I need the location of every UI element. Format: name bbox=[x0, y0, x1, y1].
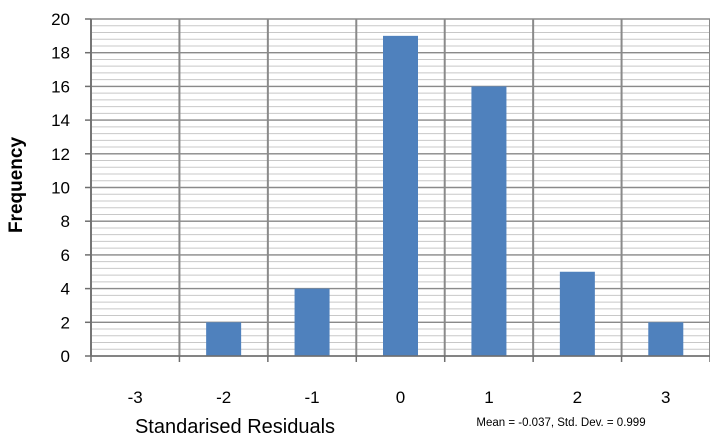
y-tick-label: 16 bbox=[51, 77, 70, 96]
x-tick-label: 0 bbox=[396, 388, 405, 407]
y-tick-label: 12 bbox=[51, 145, 70, 164]
bar--1 bbox=[294, 288, 330, 356]
y-tick-label: 0 bbox=[61, 347, 70, 366]
y-tick-label: 8 bbox=[61, 212, 70, 231]
x-tick-label: -1 bbox=[305, 388, 320, 407]
bars bbox=[206, 35, 684, 357]
y-tick-label: 20 bbox=[51, 10, 70, 29]
y-tick-label: 18 bbox=[51, 44, 70, 63]
y-tick-label: 10 bbox=[51, 179, 70, 198]
x-tick-label: 1 bbox=[484, 388, 493, 407]
x-tick-label: 3 bbox=[661, 388, 670, 407]
x-tick-label: -3 bbox=[128, 388, 143, 407]
y-tick-label: 14 bbox=[51, 111, 70, 130]
bar-1 bbox=[471, 86, 507, 357]
bar-2 bbox=[559, 271, 595, 356]
y-tick-label: 4 bbox=[61, 280, 70, 299]
bar-3 bbox=[648, 322, 684, 356]
y-axis-label: Frequency bbox=[6, 137, 27, 234]
stats-annotation: Mean = -0.037, Std. Dev. = 0.999 bbox=[476, 417, 645, 429]
x-axis-label: Standarised Residuals bbox=[135, 416, 335, 438]
bar--2 bbox=[206, 322, 242, 356]
x-tick-label: 2 bbox=[573, 388, 582, 407]
x-tick-label: -2 bbox=[216, 388, 231, 407]
x-tick-labels: -3 -2 -1 0 1 2 3 bbox=[128, 388, 671, 407]
y-tick-label: 2 bbox=[61, 313, 70, 332]
bar-0 bbox=[383, 35, 418, 356]
axes bbox=[85, 18, 710, 362]
y-tick-labels: 0 2 4 6 8 10 12 14 16 18 20 bbox=[51, 10, 70, 366]
y-tick-label: 6 bbox=[61, 246, 70, 265]
